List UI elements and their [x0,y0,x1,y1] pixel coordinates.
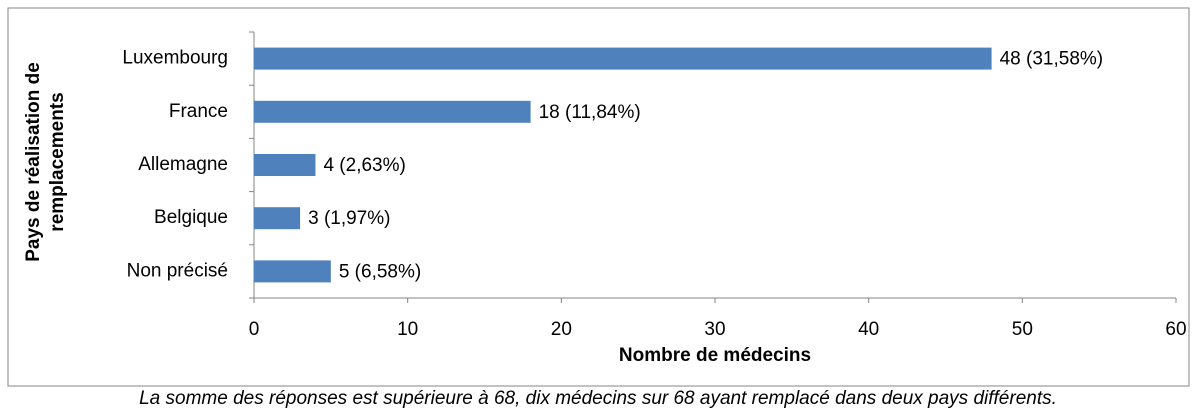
y-tick-label: Non précisé [127,260,228,281]
x-tick-label: 0 [249,319,260,340]
data-label: 5 (6,58%) [339,261,421,282]
y-tick-label: Allemagne [138,154,228,175]
chart-border [7,7,1190,387]
x-tick-label: 20 [551,319,572,340]
y-tick-label: Belgique [154,207,228,228]
data-label: 4 (2,63%) [323,155,405,176]
y-tick-label: Luxembourg [122,48,228,69]
y-axis-label: remplacements [47,92,68,231]
bar [254,47,992,70]
x-tick-label: 10 [397,319,418,340]
bar [254,207,301,230]
x-tick-label: 40 [858,319,879,340]
bar [254,260,331,283]
y-tick-label: France [169,101,228,122]
x-tick-label: 60 [1165,319,1186,340]
data-label: 48 (31,58%) [1000,49,1104,70]
y-axis-label: Pays de réalisation de [23,62,44,262]
bar [254,154,316,176]
x-tick-label: 30 [704,319,725,340]
x-axis-label: Nombre de médecins [619,345,811,366]
data-label: 3 (1,97%) [308,208,390,229]
bar [254,100,531,123]
x-tick-label: 50 [1012,319,1033,340]
footnote: La somme des réponses est supérieure à 6… [139,388,1057,409]
data-label: 18 (11,84%) [539,102,641,123]
